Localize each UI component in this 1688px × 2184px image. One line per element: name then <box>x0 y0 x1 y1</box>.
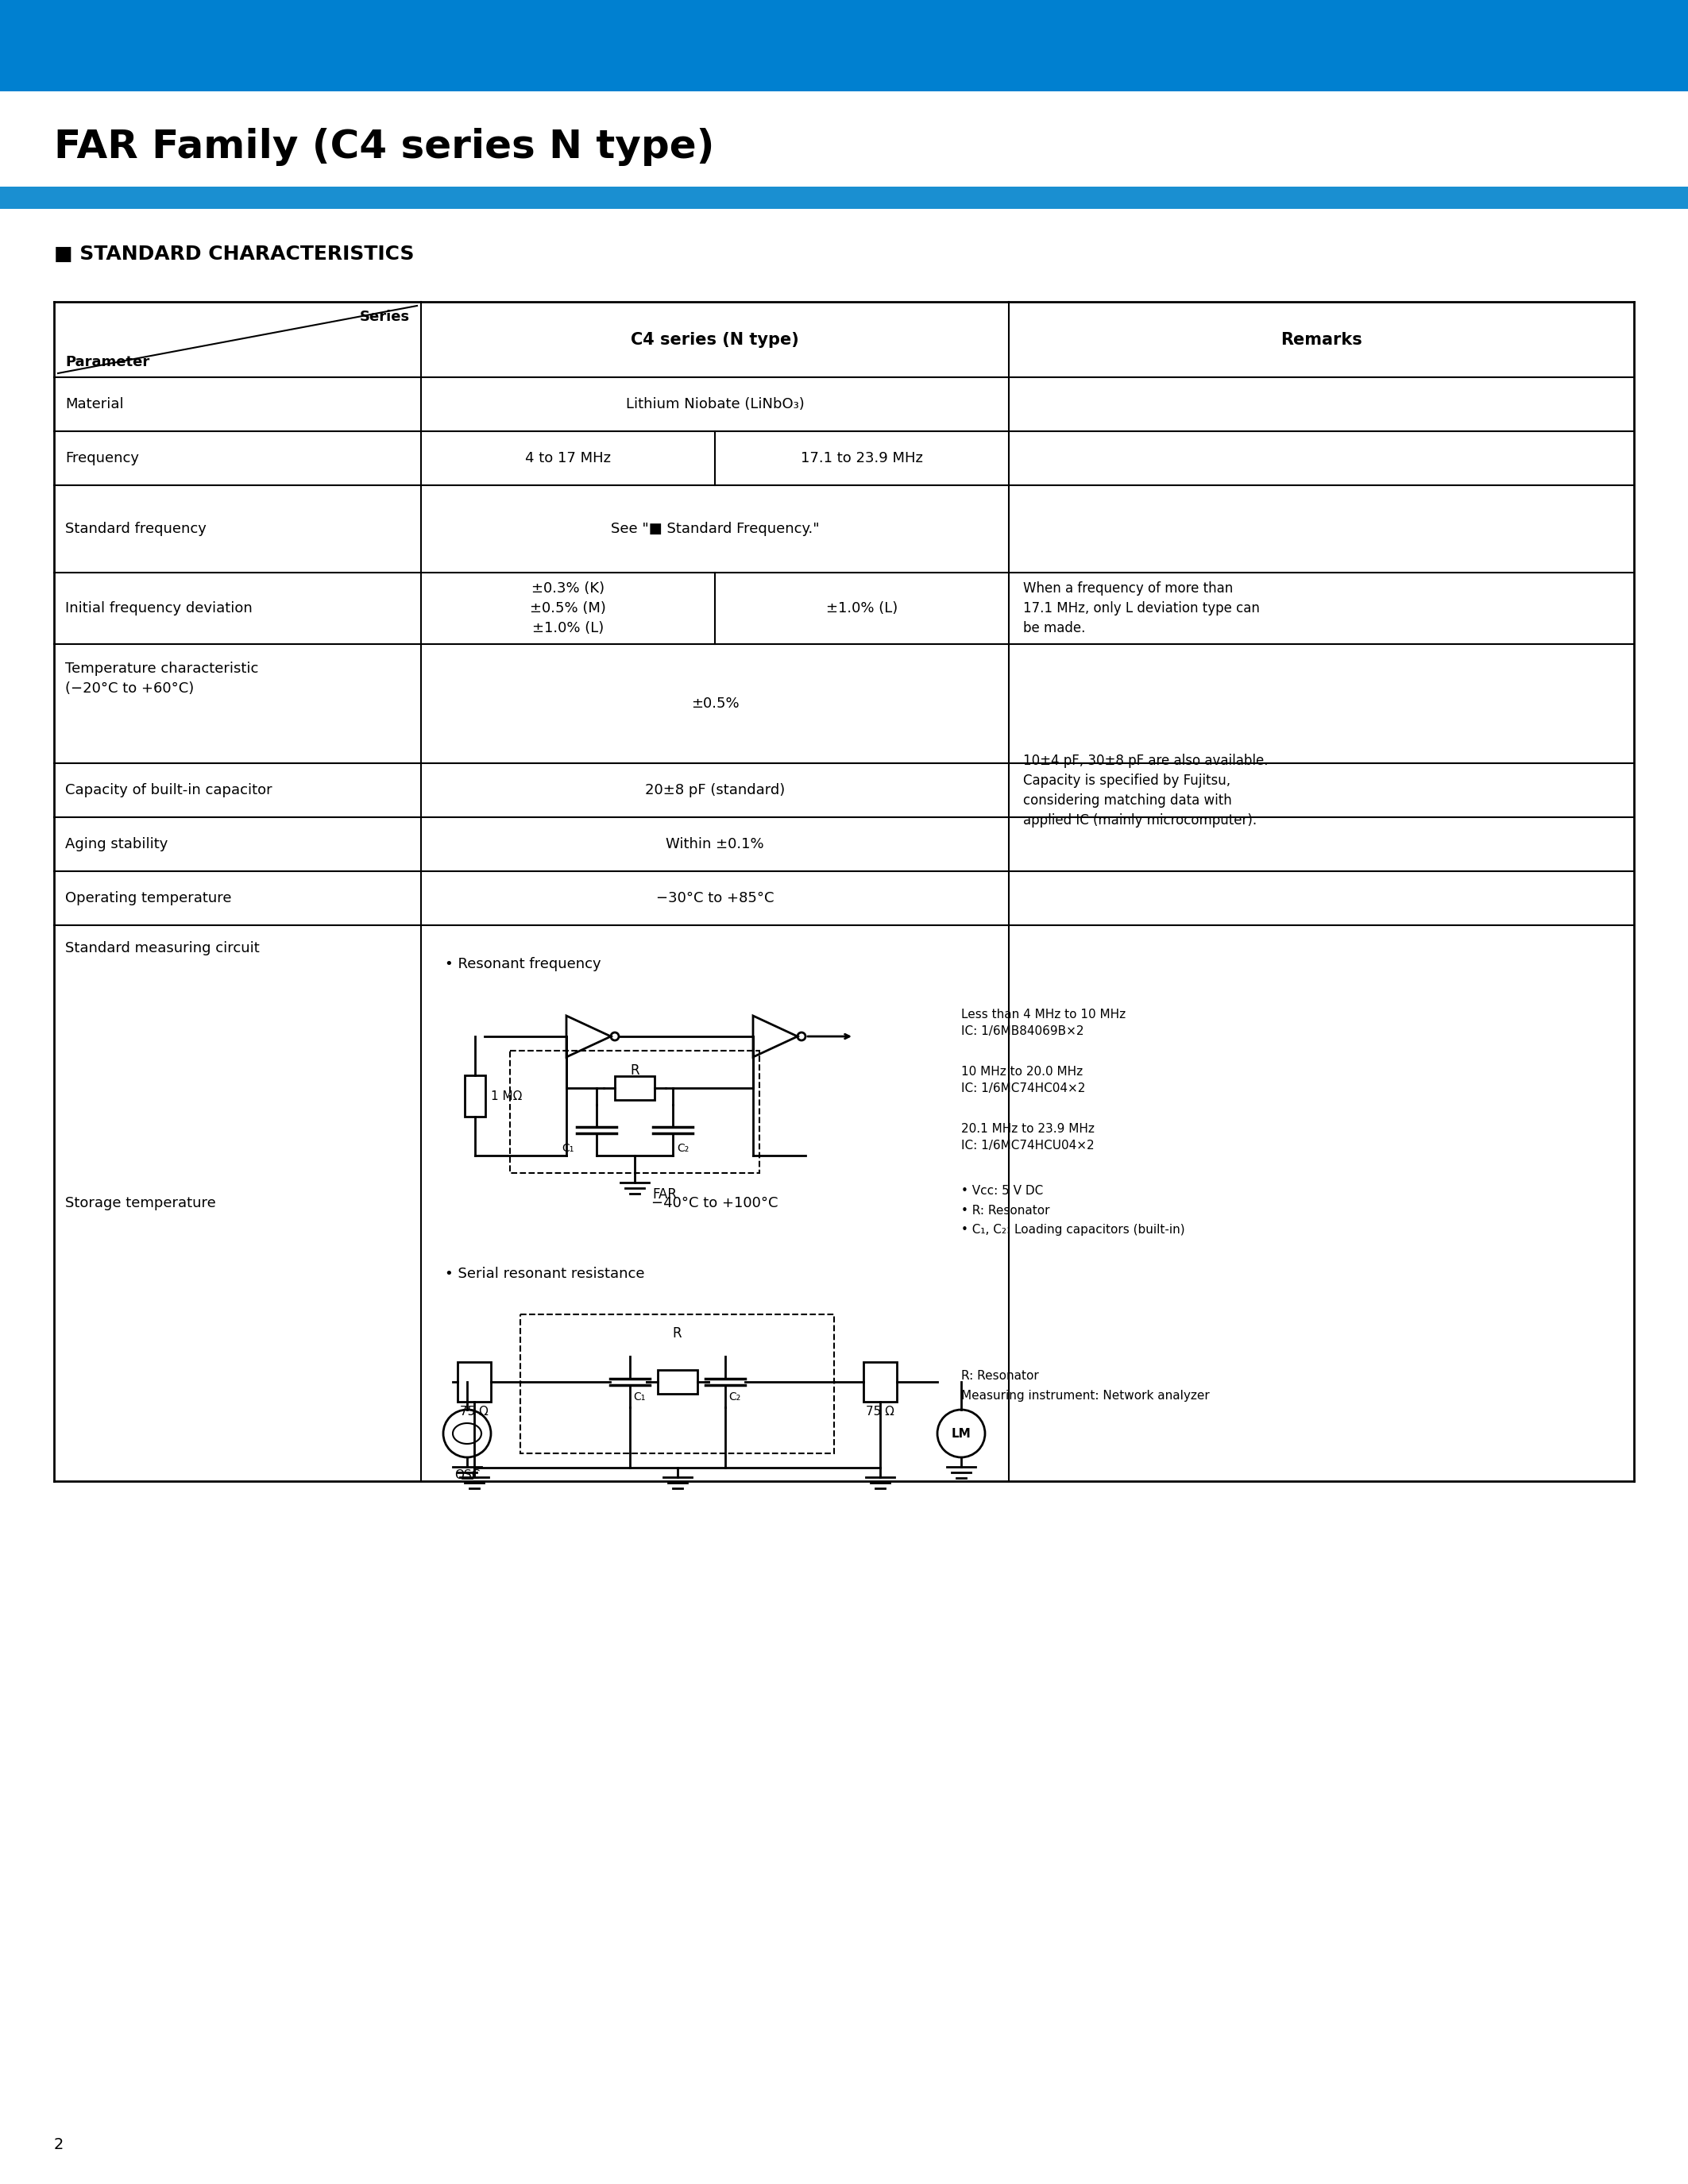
Text: C₂: C₂ <box>729 1391 741 1402</box>
Text: LM: LM <box>952 1428 971 1439</box>
Text: R: Resonator
Measuring instrument: Network analyzer: R: Resonator Measuring instrument: Netwo… <box>960 1369 1210 1402</box>
Text: When a frequency of more than
17.1 MHz, only L deviation type can
be made.: When a frequency of more than 17.1 MHz, … <box>1023 581 1259 636</box>
Text: R: R <box>630 1064 640 1077</box>
Text: 75 Ω: 75 Ω <box>866 1406 895 1417</box>
Text: C4 series (N type): C4 series (N type) <box>631 332 798 347</box>
Text: FAR Family (C4 series N type): FAR Family (C4 series N type) <box>54 129 714 166</box>
Bar <box>457 1363 491 1402</box>
Text: Capacity of built-in capacitor: Capacity of built-in capacitor <box>66 784 272 797</box>
Text: Remarks: Remarks <box>1281 332 1362 347</box>
Text: Storage temperature: Storage temperature <box>66 1197 216 1210</box>
Text: Material: Material <box>66 397 123 411</box>
Text: Frequency: Frequency <box>66 452 138 465</box>
Text: 17.1 to 23.9 MHz: 17.1 to 23.9 MHz <box>800 452 923 465</box>
Text: Initial frequency deviation: Initial frequency deviation <box>66 601 253 616</box>
Text: OSC: OSC <box>454 1470 479 1481</box>
Text: See "■ Standard Frequency.": See "■ Standard Frequency." <box>611 522 819 535</box>
Text: C₁: C₁ <box>562 1142 574 1153</box>
Text: Parameter: Parameter <box>66 356 150 369</box>
Text: 75 Ω: 75 Ω <box>459 1406 488 1417</box>
Text: 1 MΩ: 1 MΩ <box>491 1090 522 1103</box>
Bar <box>864 1363 896 1402</box>
Bar <box>510 1051 760 1173</box>
Text: 4 to 17 MHz: 4 to 17 MHz <box>525 452 611 465</box>
Text: −40°C to +100°C: −40°C to +100°C <box>652 1197 778 1210</box>
Bar <box>614 1077 655 1101</box>
Text: Aging stability: Aging stability <box>66 836 167 852</box>
Text: C₁: C₁ <box>633 1391 647 1402</box>
Text: Lithium Niobate (LiNbO₃): Lithium Niobate (LiNbO₃) <box>626 397 803 411</box>
Bar <box>520 1315 834 1452</box>
Text: 10 MHz to 20.0 MHz
IC: 1/6MC74HC04×2: 10 MHz to 20.0 MHz IC: 1/6MC74HC04×2 <box>960 1066 1085 1094</box>
Bar <box>0 0 1688 92</box>
Text: • Vcc: 5 V DC
• R: Resonator
• C₁, C₂: Loading capacitors (built-in): • Vcc: 5 V DC • R: Resonator • C₁, C₂: L… <box>960 1186 1185 1236</box>
Text: ±0.5%: ±0.5% <box>690 697 739 710</box>
Text: Within ±0.1%: Within ±0.1% <box>665 836 765 852</box>
Text: 2: 2 <box>54 2138 64 2151</box>
Text: 10±4 pF, 30±8 pF are also available.
Capacity is specified by Fujitsu,
consideri: 10±4 pF, 30±8 pF are also available. Cap… <box>1023 753 1268 828</box>
Text: ±1.0% (L): ±1.0% (L) <box>825 601 898 616</box>
Text: Standard frequency: Standard frequency <box>66 522 206 535</box>
Text: Series: Series <box>360 310 410 323</box>
Text: Temperature characteristic
(−20°C to +60°C): Temperature characteristic (−20°C to +60… <box>66 662 258 697</box>
Bar <box>0 186 1688 210</box>
Text: • Resonant frequency: • Resonant frequency <box>446 957 601 972</box>
Text: 20.1 MHz to 23.9 MHz
IC: 1/6MC74HCU04×2: 20.1 MHz to 23.9 MHz IC: 1/6MC74HCU04×2 <box>960 1123 1094 1151</box>
Text: • Serial resonant resistance: • Serial resonant resistance <box>446 1267 645 1282</box>
Text: Standard measuring circuit: Standard measuring circuit <box>66 941 260 954</box>
Bar <box>657 1369 697 1393</box>
Text: Operating temperature: Operating temperature <box>66 891 231 906</box>
Text: ±0.3% (K)
±0.5% (M)
±1.0% (L): ±0.3% (K) ±0.5% (M) ±1.0% (L) <box>530 581 606 636</box>
Text: FAR: FAR <box>652 1188 677 1201</box>
Text: R: R <box>672 1326 682 1341</box>
Text: Less than 4 MHz to 10 MHz
IC: 1/6MB84069B×2: Less than 4 MHz to 10 MHz IC: 1/6MB84069… <box>960 1009 1126 1037</box>
Text: C₂: C₂ <box>677 1142 689 1153</box>
Bar <box>464 1075 486 1116</box>
Text: 20±8 pF (standard): 20±8 pF (standard) <box>645 784 785 797</box>
Text: −30°C to +85°C: −30°C to +85°C <box>657 891 773 906</box>
Text: ■ STANDARD CHARACTERISTICS: ■ STANDARD CHARACTERISTICS <box>54 245 414 264</box>
